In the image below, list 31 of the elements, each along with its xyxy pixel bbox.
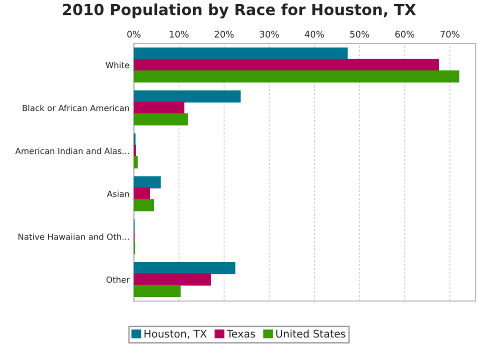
- y-tick-label: Black or African American: [22, 104, 129, 112]
- bar: [134, 90, 241, 103]
- bar: [134, 102, 184, 114]
- bar: [134, 273, 211, 286]
- x-tick-label: 40%: [304, 30, 324, 38]
- legend-label: Houston, TX: [144, 330, 207, 339]
- y-tick-label: Asian: [106, 190, 129, 198]
- bar: [134, 284, 181, 298]
- bar: [134, 199, 154, 212]
- legend-label: Texas: [226, 330, 256, 338]
- bar: [134, 156, 138, 168]
- x-tick-label: 50%: [350, 30, 370, 38]
- bar: [134, 70, 460, 82]
- bar: [134, 188, 150, 200]
- y-tick-label: Native Hawaiian and Oth...: [18, 233, 129, 240]
- y-tick-label: Other: [106, 276, 130, 283]
- x-tick-label: 60%: [395, 30, 414, 38]
- bar: [134, 113, 188, 126]
- x-tick-label: 20%: [214, 30, 234, 38]
- y-tick-label: American Indian and Alas...: [15, 148, 129, 154]
- legend-label: United States: [276, 330, 346, 338]
- y-tick-label: White: [106, 62, 130, 68]
- x-tick-label: 30%: [260, 30, 279, 38]
- bar: [134, 176, 161, 188]
- x-tick-label: 70%: [440, 30, 460, 38]
- chart-title: 2010 Population by Race for Houston, TX: [63, 3, 416, 18]
- bar: [134, 262, 236, 274]
- x-tick-label: 10%: [170, 30, 189, 38]
- bar: [134, 58, 439, 72]
- bar: [134, 47, 348, 60]
- x-tick-label: 0%: [127, 30, 141, 38]
